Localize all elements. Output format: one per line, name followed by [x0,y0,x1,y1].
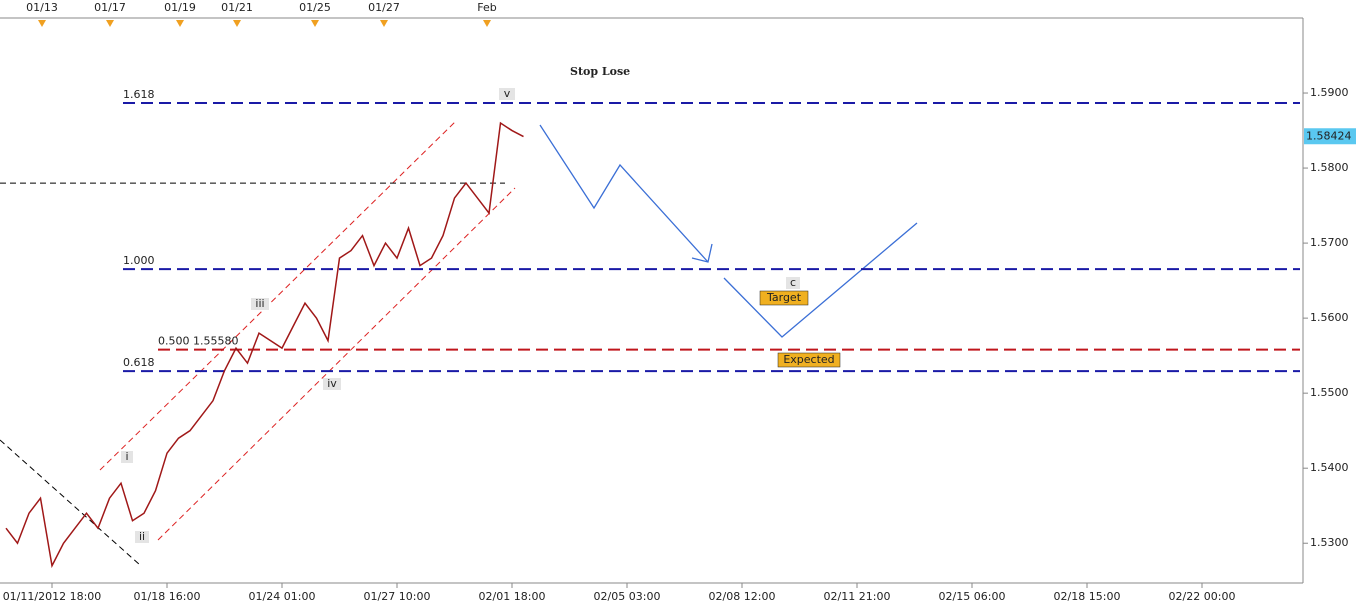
annotation-box [323,378,341,390]
annotation: c [790,276,796,289]
annotation: iii [255,297,264,310]
annotation-box [759,290,809,306]
last-price-box [1304,128,1356,145]
y-tick-label: 1.5400 [1310,461,1349,474]
channel-lower [157,187,516,541]
annotation-box [777,352,841,368]
projection-path [723,222,918,338]
annotation-box [786,277,800,289]
x-tick-label: 02/22 00:00 [1169,590,1236,603]
top-date-label: Feb [477,1,496,14]
trend-line [0,439,141,566]
level-label: 0.618 [123,356,155,369]
x-tick-label: 02/05 03:00 [594,590,661,603]
top-marker [176,20,184,27]
top-marker [233,20,241,27]
annotation: Stop Lose [570,65,630,78]
channel [99,121,516,541]
annotation: v [504,87,511,100]
x-tick-label: 01/11/2012 18:00 [3,590,102,603]
x-tick-label: 02/08 12:00 [709,590,776,603]
y-tick-label: 1.5900 [1310,86,1349,99]
top-date-label: 01/19 [164,1,196,14]
x-tick-label: 02/15 06:00 [939,590,1006,603]
top-marker [106,20,114,27]
annotation-box [499,88,515,100]
top-marker [311,20,319,27]
annotation: iv [327,377,337,390]
annotation-box [135,531,149,543]
y-tick-label: 1.5800 [1310,161,1349,174]
annotation-box [251,298,269,310]
top-marker [38,20,46,27]
top-date-label: 01/27 [368,1,400,14]
level-label: 0.500 1.55580 [158,335,238,348]
x-tick-label: 01/18 16:00 [134,590,201,603]
y-tick-label: 1.5500 [1310,386,1349,399]
annotation-box [121,451,133,463]
top-date-label: 01/13 [26,1,58,14]
annotation: Target [766,291,802,304]
x-tick-label: 01/24 01:00 [249,590,316,603]
x-tick-label: 02/18 15:00 [1054,590,1121,603]
annotation: Expected [783,353,834,366]
top-marker [380,20,388,27]
price-line [5,121,524,569]
x-tick-label: 02/11 21:00 [824,590,891,603]
x-tick-label: 02/01 18:00 [479,590,546,603]
channel-upper [99,121,456,471]
annotation: i [125,450,128,463]
level-label: 1.000 [123,254,155,267]
top-date-label: 01/25 [299,1,331,14]
top-date-label: 01/21 [221,1,253,14]
y-tick-label: 1.5300 [1310,536,1349,549]
y-tick-label: 1.5600 [1310,311,1349,324]
y-tick-label: 1.5700 [1310,236,1349,249]
x-tick-label: 01/27 10:00 [364,590,431,603]
top-date-label: 01/17 [94,1,126,14]
last-price-label: 1.58424 [1306,129,1352,142]
top-marker [483,20,491,27]
projection-arrow [691,243,713,263]
annotation: ii [139,530,145,543]
level-label: 1.618 [123,88,155,101]
projection-path [539,124,709,263]
